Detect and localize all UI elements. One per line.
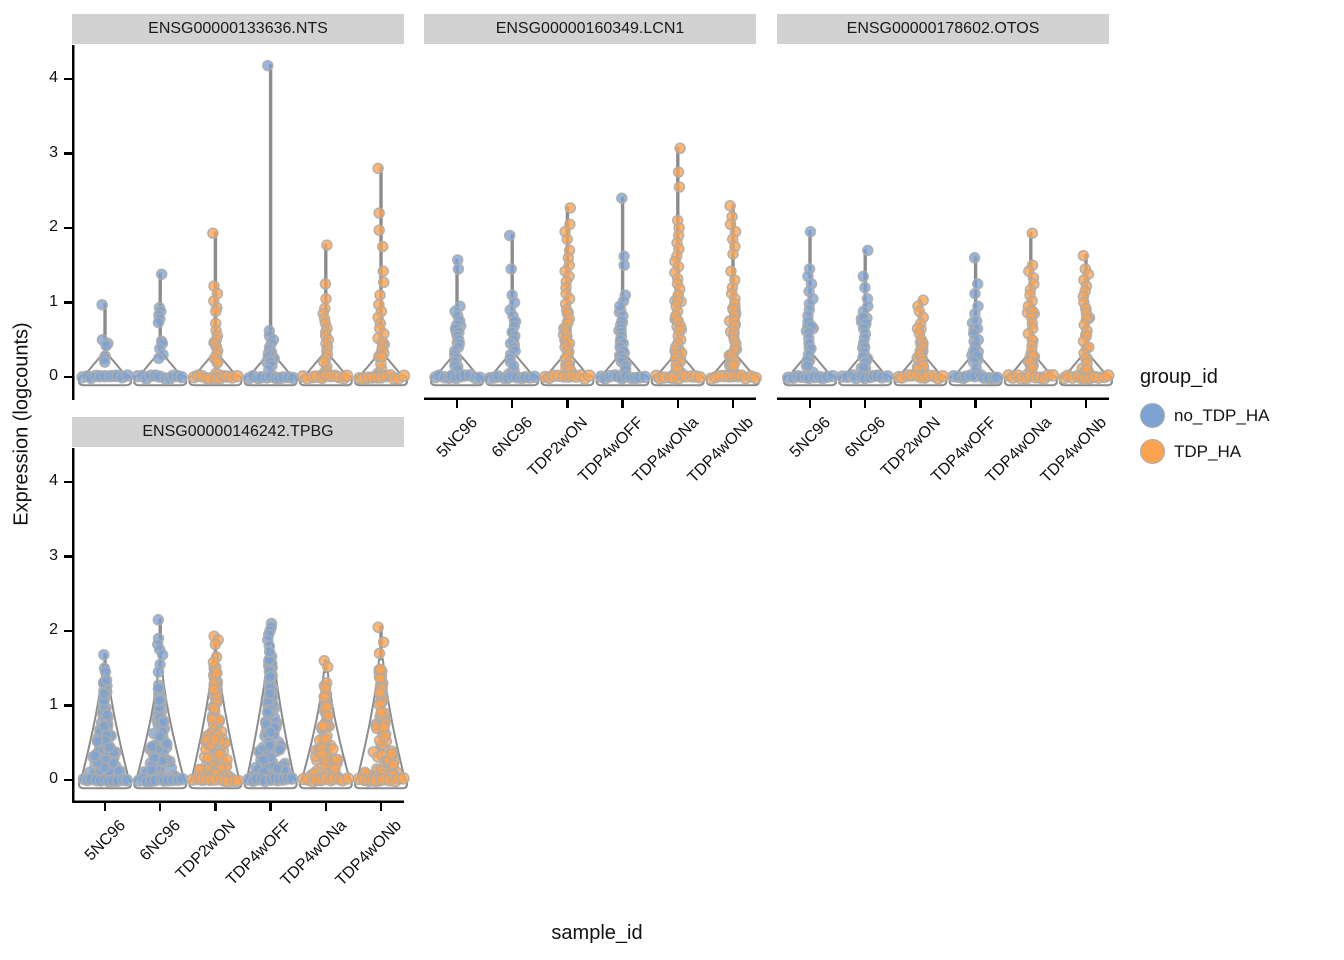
violin-TDP4wONb <box>352 621 410 790</box>
y-axis-tick <box>64 375 72 379</box>
y-tick-label: 4 <box>49 472 58 489</box>
legend-item-tdp-ha: TDP_HA <box>1140 439 1269 464</box>
x-axis-tick <box>919 400 922 408</box>
y-tick-label: 1 <box>49 292 58 310</box>
violin-TDP4wONa <box>1002 227 1060 387</box>
violin-5NC96 <box>77 649 134 790</box>
facet-header: ENSG00000146242.TPBG <box>72 417 404 447</box>
y-axis-tick <box>64 480 72 484</box>
violin-TDP4wONb <box>704 199 762 387</box>
y-tick-label: 0 <box>49 367 58 384</box>
y-axis-tick <box>64 152 72 155</box>
x-axis-tick <box>808 400 812 408</box>
x-axis-tick <box>621 400 624 408</box>
violin-6NC96 <box>132 614 189 790</box>
facet-panel-ENSG00000146242.TPBG <box>72 448 410 803</box>
y-tick-label: 2 <box>49 218 58 235</box>
y-axis-tick <box>64 629 72 633</box>
violin-6NC96 <box>836 244 894 387</box>
legend-swatch-orange-icon <box>1140 439 1165 464</box>
legend-item-no-tdp-ha: no_TDP_HA <box>1140 403 1269 428</box>
x-axis-tick <box>974 400 977 408</box>
legend-title: group_id <box>1140 366 1218 388</box>
violin-TDP2wON <box>892 294 950 387</box>
violin-TDP4wOFF <box>242 59 300 387</box>
violin-plot-svg <box>777 225 1115 400</box>
violin-6NC96 <box>483 229 541 387</box>
legend-label: TDP_HA <box>1174 441 1242 461</box>
violin-TDP2wON <box>187 227 244 387</box>
violin-5NC96 <box>76 298 134 387</box>
facet-panel-ENSG00000178602.OTOS <box>777 45 1115 400</box>
y-tick-label: 2 <box>49 621 58 638</box>
y-axis-tick <box>64 704 72 707</box>
violin-5NC96 <box>781 225 839 387</box>
facet-panel-ENSG00000133636.NTS <box>72 45 411 400</box>
facet-panel-ENSG00000160349.LCN1 <box>424 45 762 400</box>
x-axis-tick <box>510 400 514 408</box>
x-axis-tick <box>566 400 569 408</box>
violin-TDP2wON <box>538 202 596 387</box>
y-tick-label: 1 <box>49 695 58 713</box>
violin-6NC96 <box>131 268 188 387</box>
y-axis-tick <box>64 555 72 558</box>
violin-TDP2wON <box>186 630 245 790</box>
violin-TDP4wONa <box>297 655 355 790</box>
x-axis-tick <box>158 803 162 811</box>
y-tick-label: 0 <box>49 770 58 787</box>
violin-plot-svg <box>72 45 411 400</box>
x-axis-tick <box>455 400 459 408</box>
y-axis-tick <box>64 226 72 230</box>
facet-header: ENSG00000160349.LCN1 <box>424 14 756 44</box>
legend-label: no_TDP_HA <box>1174 405 1270 425</box>
violin-TDP4wONb <box>1058 249 1115 387</box>
y-axis-tick <box>64 778 72 782</box>
y-axis-title: Expression (logcounts) <box>10 322 33 526</box>
y-tick-label: 3 <box>49 546 58 564</box>
legend-swatch-blue-icon <box>1140 403 1165 428</box>
x-tick-label-TDP4wONb: TDP4wONb <box>332 817 406 890</box>
violin-5NC96 <box>429 254 487 387</box>
violin-plot-svg <box>72 448 410 803</box>
y-axis-tick <box>64 77 72 81</box>
y-tick-label: 3 <box>49 143 58 161</box>
x-axis-tick <box>1029 400 1033 408</box>
legend: group_id no_TDP_HA TDP_HA <box>1140 366 1269 475</box>
violin-TDP4wONa <box>650 142 707 387</box>
x-axis-tick <box>676 400 680 408</box>
facet-header: ENSG00000133636.NTS <box>72 14 404 44</box>
violin-TDP4wONb <box>353 162 411 387</box>
x-axis-tick <box>379 803 383 811</box>
violin-plot-svg <box>424 142 762 400</box>
y-axis-tick <box>64 301 72 304</box>
violin-TDP4wOFF <box>242 617 299 790</box>
x-axis-tick <box>863 400 867 408</box>
x-tick-label-TDP4wONb: TDP4wONb <box>1037 414 1111 487</box>
violin-TDP4wOFF <box>947 252 1004 387</box>
facet-header: ENSG00000178602.OTOS <box>777 14 1109 44</box>
violin-TDP4wONa <box>296 239 354 387</box>
x-axis-tick <box>1084 400 1088 408</box>
x-axis-tick <box>324 803 328 811</box>
x-axis-tick <box>103 803 107 811</box>
x-axis-tick <box>269 803 272 811</box>
y-tick-label: 4 <box>49 69 58 86</box>
violin-TDP4wOFF <box>594 192 652 387</box>
x-axis-tick <box>214 803 217 811</box>
x-axis-title: sample_id <box>551 922 643 944</box>
x-axis-tick <box>731 400 735 408</box>
